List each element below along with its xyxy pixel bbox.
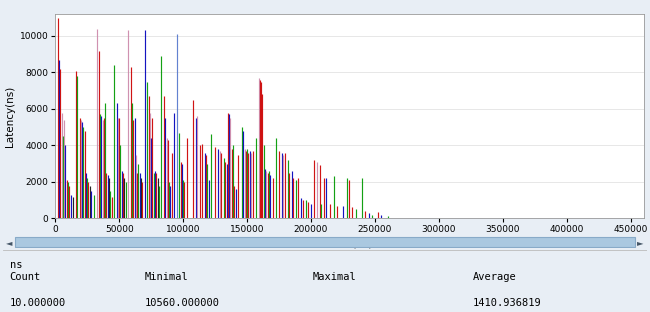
Text: ►: ► xyxy=(637,238,644,246)
FancyBboxPatch shape xyxy=(15,237,635,247)
Text: 1410.936819: 1410.936819 xyxy=(473,298,541,308)
X-axis label: Time(ns): Time(ns) xyxy=(326,238,372,249)
Text: 10.000000: 10.000000 xyxy=(10,298,66,308)
Text: ns: ns xyxy=(10,260,22,270)
Text: Count: Count xyxy=(10,272,41,282)
Text: Average: Average xyxy=(473,272,517,282)
Text: Minimal: Minimal xyxy=(145,272,188,282)
Text: ◄: ◄ xyxy=(6,238,13,246)
Y-axis label: Latency(ns): Latency(ns) xyxy=(5,85,16,147)
Text: 10560.000000: 10560.000000 xyxy=(145,298,220,308)
Text: Maximal: Maximal xyxy=(312,272,356,282)
